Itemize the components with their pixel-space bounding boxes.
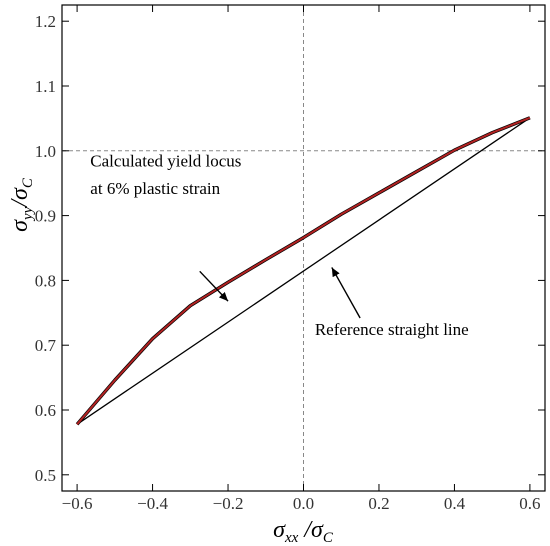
x-tick-label: 0.2 <box>368 494 389 513</box>
annotation-text: Calculated yield locus <box>90 151 241 170</box>
y-tick-label: 0.6 <box>35 401 56 420</box>
x-tick-label: −0.2 <box>213 494 244 513</box>
annotations: Calculated yield locus at 6% plastic stra… <box>90 151 468 338</box>
y-axis-label: σyy/σC <box>7 177 36 232</box>
annotation-text: at 6% plastic strain <box>90 179 220 198</box>
y-tick-label: 1.1 <box>35 77 56 96</box>
reference-lines <box>62 5 545 491</box>
x-tick-label: −0.4 <box>137 494 168 513</box>
y-tick-label: 0.5 <box>35 466 56 485</box>
y-tick-label: 0.7 <box>35 336 57 355</box>
x-tick-label: 0.4 <box>444 494 466 513</box>
annotation-text: Reference straight line <box>315 320 469 339</box>
y-tick-label: 1.2 <box>35 12 56 31</box>
annotation-arrow <box>331 267 361 319</box>
x-tick-label: −0.6 <box>62 494 93 513</box>
x-tick-label: 0.6 <box>519 494 540 513</box>
y-tick-label: 0.9 <box>35 207 56 226</box>
x-axis-label: σxx /σC <box>273 517 334 546</box>
y-tick-label: 1.0 <box>35 142 56 161</box>
yield-locus-curve <box>76 116 531 425</box>
data-series <box>75 116 531 426</box>
y-tick-label: 0.8 <box>35 271 56 290</box>
x-tick-label: 0.0 <box>293 494 314 513</box>
annotation-arrow <box>199 270 229 302</box>
axis-ticks: −0.6 −0.4 −0.2 0.0 0.2 0.4 0.6 0.5 0.6 0.7 0.8 0.9 1… <box>35 5 545 513</box>
reference-straight-line <box>76 117 531 425</box>
